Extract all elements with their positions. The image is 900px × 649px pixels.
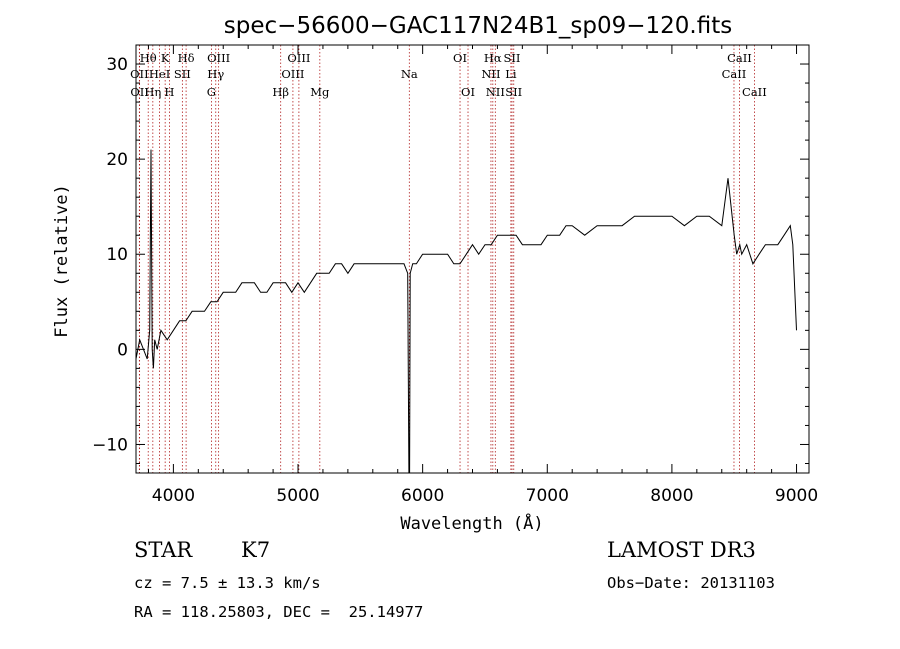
line-marker-label: OI — [461, 85, 475, 99]
y-tick-label: 0 — [117, 340, 128, 360]
line-marker-label: SII — [174, 67, 191, 81]
survey-name: LAMOST DR3 — [607, 538, 756, 562]
line-marker-label: CaII — [722, 67, 747, 81]
y-tick-label: −10 — [92, 435, 128, 455]
line-marker-label: OIII — [207, 51, 230, 65]
x-axis-label: Wavelength (Å) — [400, 512, 543, 534]
line-marker-label: Na — [401, 67, 418, 81]
line-marker-label: Hδ — [178, 51, 195, 65]
line-marker-label: Li — [505, 67, 517, 81]
spectral-line-labels: Hθ Hη K H Hδ OIII Hγ G Hβ OIII OIII Mg Na OI OI Hα NII NI… — [130, 51, 767, 99]
line-marker-label: SII — [504, 51, 521, 65]
x-tick-label: 4000 — [152, 486, 195, 506]
coordinates-readout: RA = 118.25803, DEC = 25.14977 — [134, 603, 424, 621]
line-marker-label: Hη — [144, 85, 161, 99]
x-tick-label: 9000 — [775, 486, 818, 506]
line-marker-label: OII — [130, 85, 149, 99]
x-tick-label: 6000 — [401, 486, 444, 506]
plot-frame — [135, 44, 810, 474]
line-marker-label: OI — [453, 51, 467, 65]
y-axis-label: Flux (relative) — [52, 184, 72, 338]
y-tick-label: 10 — [106, 245, 128, 265]
line-marker-label: Hα — [484, 51, 502, 65]
line-marker-label: NII — [486, 85, 505, 99]
line-marker-label: NII — [481, 67, 500, 81]
line-marker-label: OIII — [281, 67, 304, 81]
y-axis-ticks: −10 0 10 20 30 — [92, 44, 809, 464]
chart-title: spec−56600−GAC117N24B1_sp09−120.fits — [224, 13, 732, 39]
line-marker-label: H — [164, 85, 174, 99]
line-marker-label: K — [161, 51, 170, 65]
x-tick-label: 5000 — [276, 486, 319, 506]
line-marker-label: CaII — [727, 51, 752, 65]
redshift-readout: cz = 7.5 ± 13.3 km/s — [134, 574, 321, 592]
object-subclass: K7 — [241, 538, 271, 562]
x-axis-ticks: 4000 5000 6000 7000 8000 9000 — [147, 45, 818, 506]
line-marker-label: Mg — [310, 85, 330, 99]
x-tick-label: 7000 — [526, 486, 569, 506]
line-marker-label: HeI — [149, 67, 170, 81]
object-class: STAR — [134, 538, 193, 562]
line-marker-label: Hγ — [207, 67, 224, 81]
obs-date-readout: Obs−Date: 20131103 — [607, 574, 775, 592]
line-marker-label: Hθ — [140, 51, 157, 65]
line-marker-label: G — [207, 85, 216, 99]
y-tick-label: 30 — [106, 55, 128, 75]
spectrum-series-line — [135, 149, 797, 474]
x-tick-label: 8000 — [650, 486, 693, 506]
line-marker-label: OII — [130, 67, 149, 81]
y-tick-label: 20 — [106, 150, 128, 170]
line-marker-label: OIII — [287, 51, 310, 65]
line-marker-label: CaII — [742, 85, 767, 99]
line-marker-label: Hβ — [272, 85, 289, 99]
spectral-line-markers — [138, 45, 755, 473]
line-marker-label: SII — [505, 85, 522, 99]
